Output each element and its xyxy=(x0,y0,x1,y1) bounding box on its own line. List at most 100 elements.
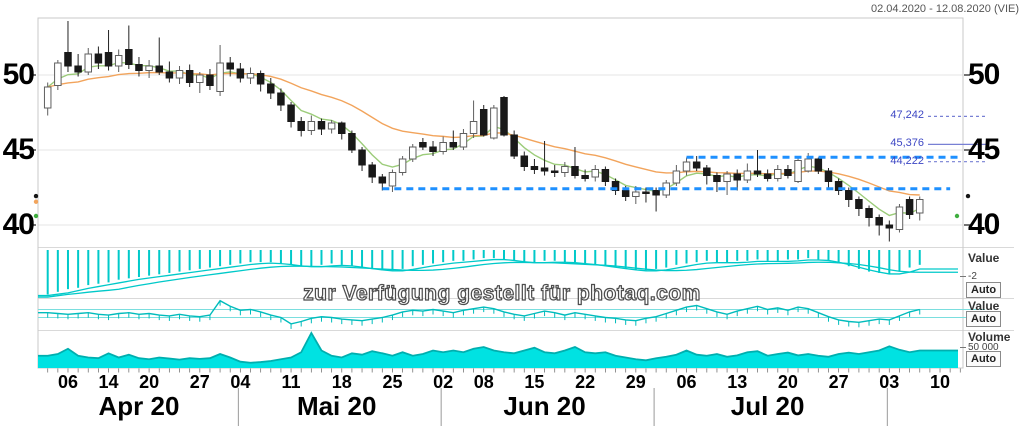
tick-dash-icon xyxy=(960,275,966,277)
candlestick xyxy=(510,134,518,157)
x-axis-day-label: 27 xyxy=(189,372,210,392)
edge-marker-dot xyxy=(965,193,971,199)
candlestick xyxy=(652,190,660,196)
candlestick xyxy=(104,52,113,67)
candlestick xyxy=(550,170,559,173)
x-axis-month-label: Mai 20 xyxy=(296,391,377,421)
x-axis-day-label: 20 xyxy=(777,372,798,392)
indicator-panel-1 xyxy=(38,250,958,298)
candlestick xyxy=(743,170,752,181)
ma-fast-line xyxy=(47,61,921,217)
watermark: zur Verfügung gestellt für photaq.com xyxy=(303,281,701,305)
candlestick xyxy=(246,73,255,79)
x-axis-ticks xyxy=(47,368,961,426)
x-axis-day-label: 08 xyxy=(473,372,494,392)
candlestick xyxy=(703,167,711,176)
panel2-auto-button[interactable]: Auto xyxy=(966,311,1002,327)
candlestick xyxy=(54,62,62,86)
candlestick xyxy=(408,146,417,160)
candlestick xyxy=(611,181,620,191)
candlestick xyxy=(520,155,529,167)
candlestick xyxy=(327,122,336,130)
candlestick xyxy=(317,121,326,130)
y-axis-label: 45 xyxy=(2,133,35,166)
x-axis-month-label: Apr 20 xyxy=(98,391,180,421)
candlestick xyxy=(287,104,295,122)
candlestick xyxy=(490,107,498,139)
panel1-title: Value xyxy=(968,251,1000,265)
x-axis-day-label: 10 xyxy=(930,372,951,392)
volume-area xyxy=(38,333,958,368)
candlestick xyxy=(632,191,640,197)
x-axis-day-label: 20 xyxy=(139,372,160,392)
x-axis-day-label: 22 xyxy=(575,372,596,392)
candlestick xyxy=(388,172,397,187)
candlestick xyxy=(794,160,802,182)
panel1-auto-button[interactable]: Auto xyxy=(966,282,1002,298)
candlestick xyxy=(540,167,549,172)
candlestick xyxy=(84,53,93,73)
candlestick xyxy=(256,73,265,85)
candlestick xyxy=(74,65,82,73)
candlestick xyxy=(581,175,589,179)
candlestick xyxy=(814,158,823,172)
candlestick xyxy=(875,217,883,226)
candlestick xyxy=(226,62,234,70)
x-axis-day-label: 06 xyxy=(676,372,697,392)
candlestick xyxy=(784,169,792,176)
candlestick xyxy=(723,173,731,182)
panel2-oscillator-line xyxy=(38,299,920,325)
panel1-signal-line xyxy=(38,261,958,298)
panel2-title: Value xyxy=(968,299,1000,313)
y-axis-label: 50 xyxy=(2,58,35,91)
x-axis-day-label: 14 xyxy=(98,372,119,392)
candlestick xyxy=(682,161,691,172)
panel3-auto-button[interactable]: Auto xyxy=(966,351,1002,367)
x-axis-day-label: 25 xyxy=(382,372,403,392)
edge-marker-dot xyxy=(33,199,39,204)
candlestick xyxy=(419,142,427,148)
y-axis-label: 40 xyxy=(2,208,35,241)
candlestick xyxy=(277,92,285,106)
price-level-label: 45,376 xyxy=(890,137,924,150)
candlestick xyxy=(398,158,407,173)
price-level-label: 47,242 xyxy=(890,109,924,122)
candlestick xyxy=(845,190,853,200)
candlestick xyxy=(358,149,366,166)
x-axis-day-label: 11 xyxy=(281,372,301,392)
candlestick xyxy=(175,70,184,79)
price-levels xyxy=(928,115,988,163)
candlestick xyxy=(865,208,873,218)
date-range-label: 02.04.2020 - 12.08.2020 (VIE) xyxy=(871,3,1019,15)
x-axis-day-label: 29 xyxy=(625,372,646,392)
candlestick xyxy=(338,122,346,134)
candlestick xyxy=(774,169,782,179)
panel3-title: Volume xyxy=(968,330,1011,344)
candlestick xyxy=(185,70,194,83)
candlestick xyxy=(591,169,600,178)
candlestick xyxy=(155,65,163,73)
candlestick xyxy=(469,121,478,134)
y-axis-label: 45 xyxy=(968,133,1000,166)
x-axis-day-label: 03 xyxy=(879,372,900,392)
candlestick xyxy=(64,52,72,67)
candlestick xyxy=(297,121,305,131)
x-axis-day-label: 15 xyxy=(524,372,545,392)
candlestick xyxy=(479,109,488,136)
candlestick xyxy=(114,55,123,67)
candlestick xyxy=(855,199,863,209)
candlestick xyxy=(601,169,610,182)
candlestick xyxy=(561,166,569,173)
panel1-scale-label: -2 xyxy=(960,272,977,282)
x-axis-month-label: Jun 20 xyxy=(503,391,586,421)
x-axis-day-label: 02 xyxy=(433,372,454,392)
x-axis-day-label: 06 xyxy=(57,372,78,392)
volume-outline xyxy=(38,331,958,364)
candlestick xyxy=(733,173,741,181)
edge-marker-dot xyxy=(954,213,960,219)
candlestick xyxy=(378,176,387,184)
candlestick xyxy=(165,71,174,79)
indicator-panel-2 xyxy=(38,299,985,329)
